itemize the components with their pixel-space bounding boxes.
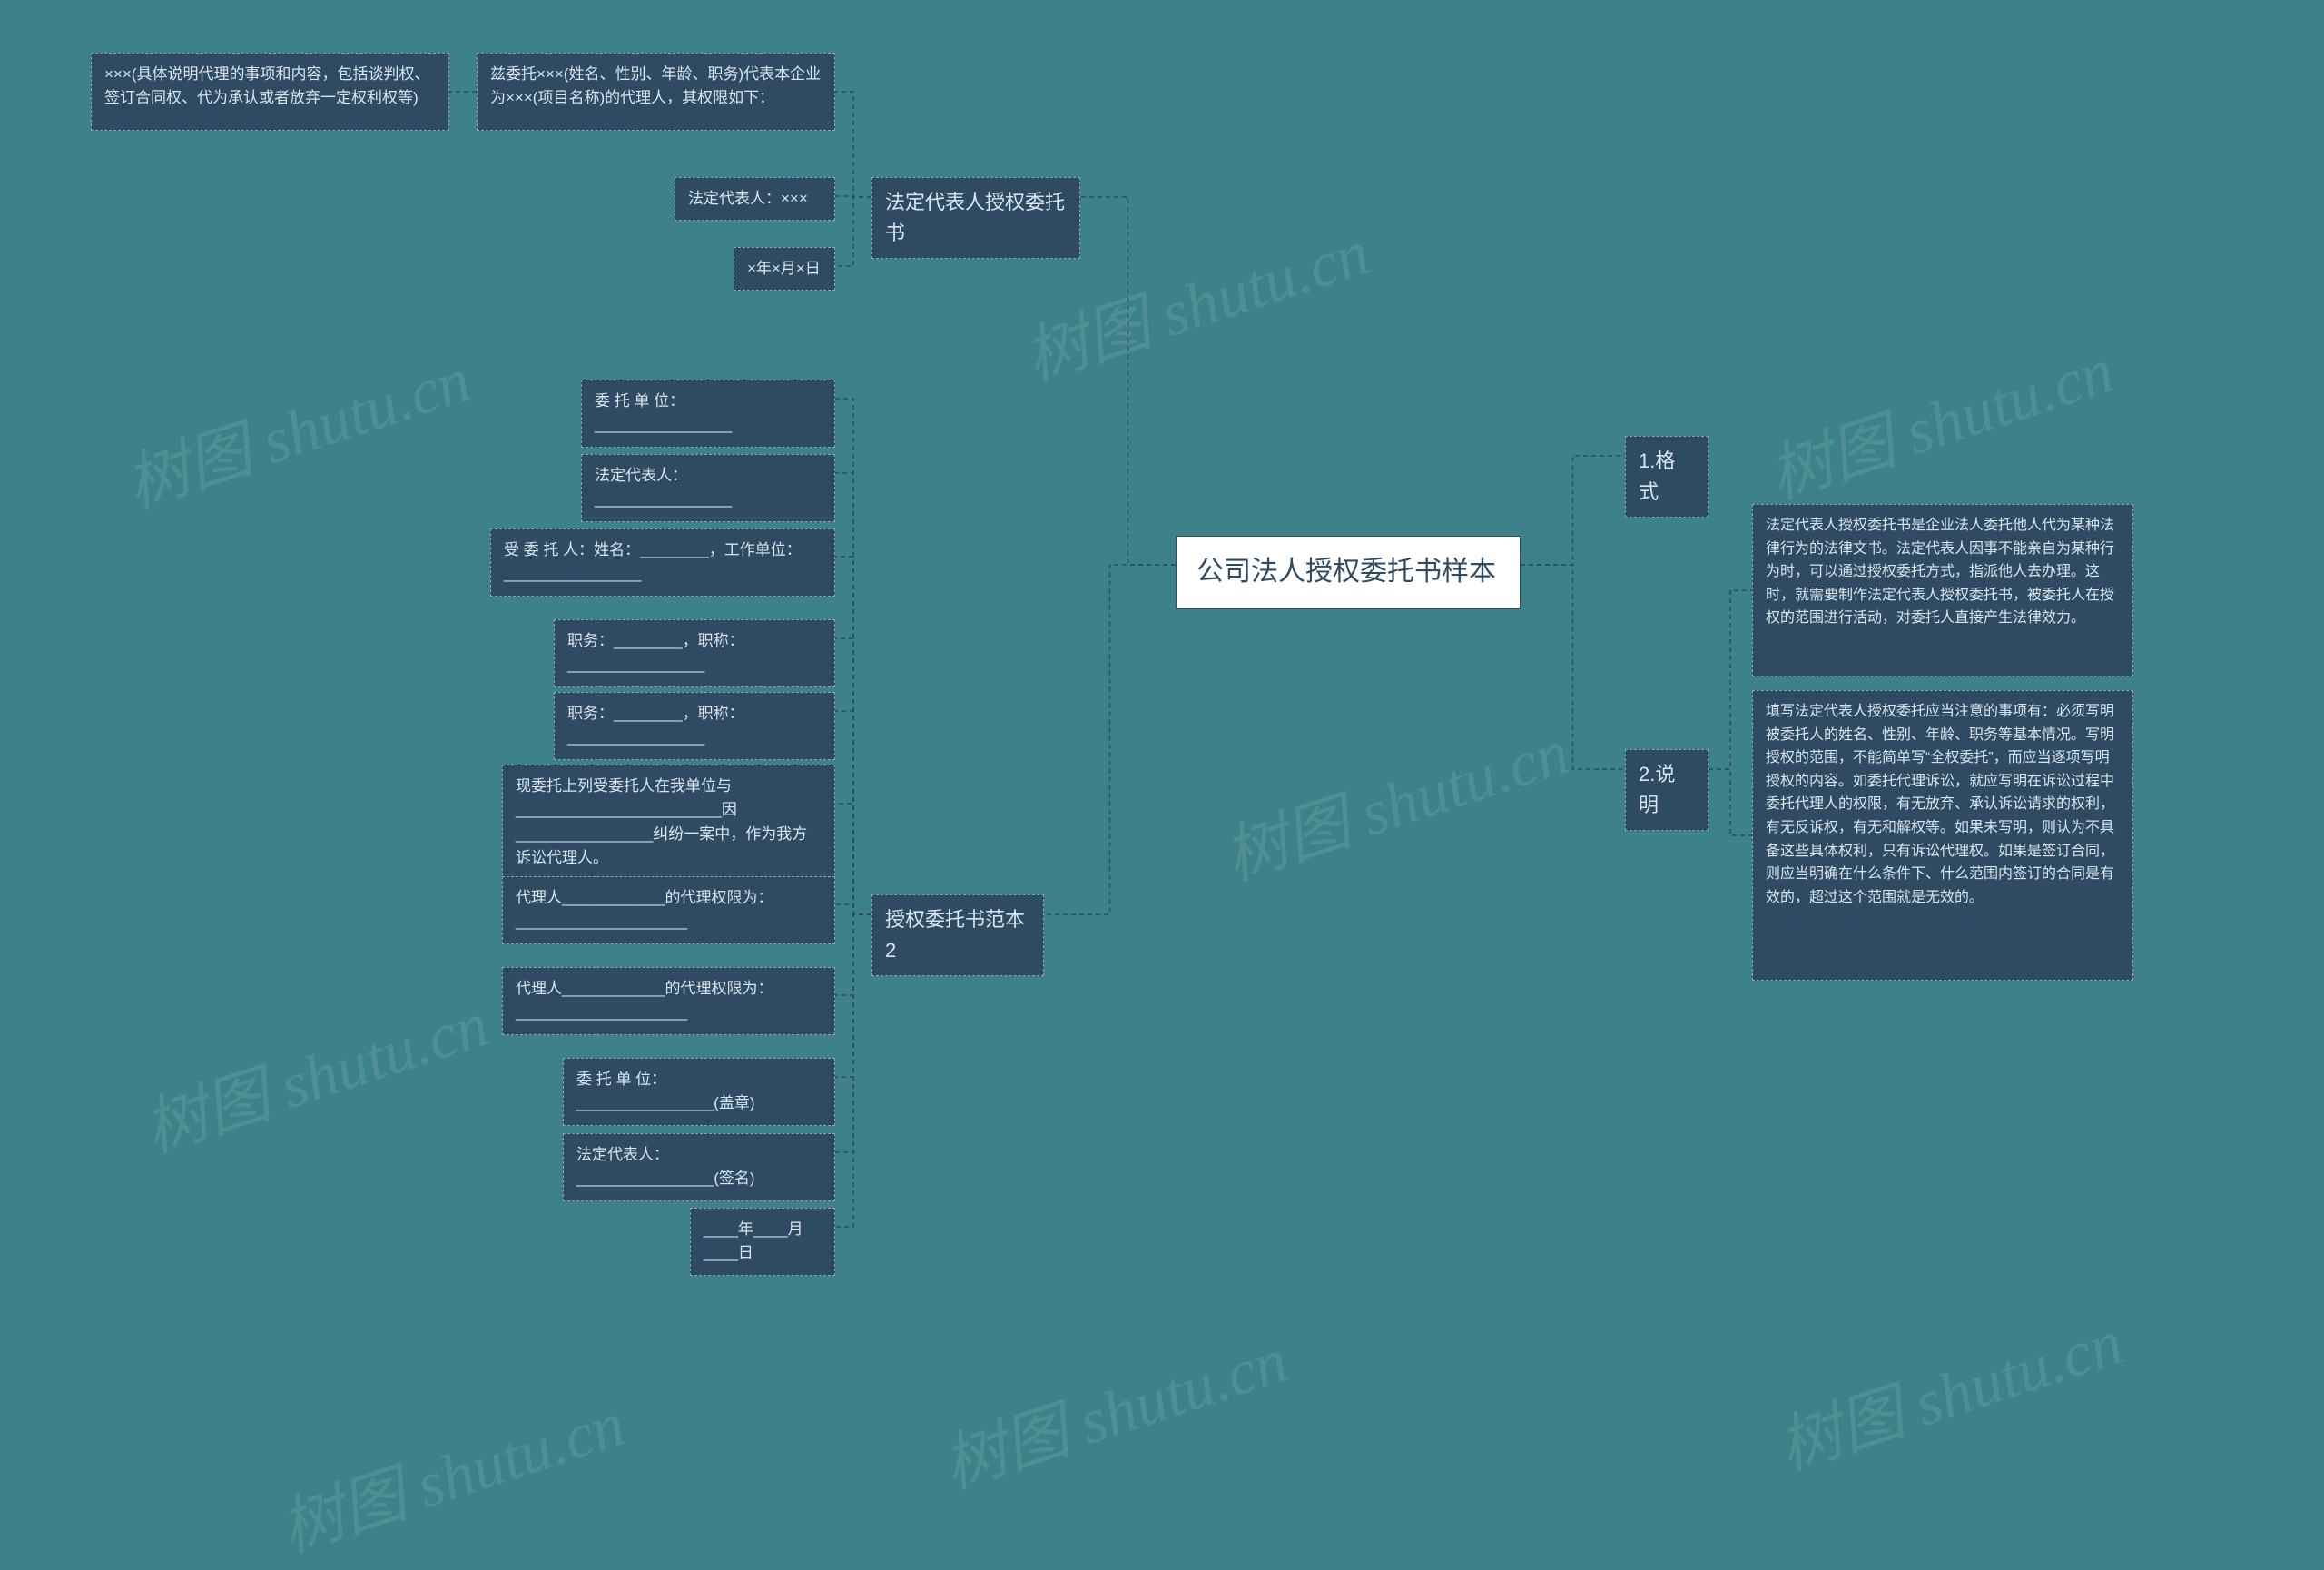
watermark: 树图 shutu.cn bbox=[131, 973, 498, 1170]
node-item: 现委托上列受委托人在我单位与________________________因_… bbox=[502, 765, 835, 880]
node-date: ×年×月×日 bbox=[734, 247, 835, 291]
node-item: 代理人____________的代理权限为：__________________… bbox=[502, 967, 835, 1035]
node-legal-rep: 法定代表人：××× bbox=[675, 177, 835, 221]
root-node: 公司法人授权委托书样本 bbox=[1176, 536, 1521, 609]
node-item: ____年____月____日 bbox=[690, 1208, 835, 1276]
node-item: 代理人____________的代理权限为：__________________… bbox=[502, 876, 835, 944]
watermark: 树图 shutu.cn bbox=[113, 329, 480, 526]
watermark: 树图 shutu.cn bbox=[1211, 701, 1579, 898]
node-item: 法定代表人：________________(签名) bbox=[563, 1133, 835, 1201]
node-auth-letter: 法定代表人授权委托书 bbox=[872, 177, 1080, 259]
watermark: 树图 shutu.cn bbox=[267, 1373, 635, 1570]
node-item: 法定代表人：________________ bbox=[581, 454, 835, 522]
node-item: 委 托 单 位：________________ bbox=[581, 380, 835, 448]
node-explain-text-1: 法定代表人授权委托书是企业法人委托他人代为某种法律行为的法律文书。法定代表人因事… bbox=[1752, 504, 2133, 676]
node-format: 1.格式 bbox=[1625, 436, 1709, 518]
node-sample-2: 授权委托书范本2 bbox=[872, 894, 1044, 976]
node-item: 受 委 托 人：姓名：________，工作单位：_______________… bbox=[490, 528, 835, 597]
watermark: 树图 shutu.cn bbox=[1756, 320, 2123, 517]
node-item: 职务：________，职称：________________ bbox=[554, 619, 835, 687]
node-explain: 2.说明 bbox=[1625, 749, 1709, 831]
node-auth-intro: 兹委托×××(姓名、性别、年龄、职务)代表本企业为×××(项目名称)的代理人，其… bbox=[477, 53, 835, 131]
node-item: 职务：________，职称：________________ bbox=[554, 692, 835, 760]
node-auth-detail: ×××(具体说明代理的事项和内容，包括谈判权、签订合同权、代为承认或者放弃一定权… bbox=[91, 53, 449, 131]
node-explain-text-2: 填写法定代表人授权委托应当注意的事项有：必须写明被委托人的姓名、性别、年龄、职务… bbox=[1752, 690, 2133, 981]
watermark: 树图 shutu.cn bbox=[930, 1309, 1297, 1506]
node-item: 委 托 单 位：________________(盖章) bbox=[563, 1058, 835, 1126]
watermark: 树图 shutu.cn bbox=[1765, 1291, 2132, 1488]
